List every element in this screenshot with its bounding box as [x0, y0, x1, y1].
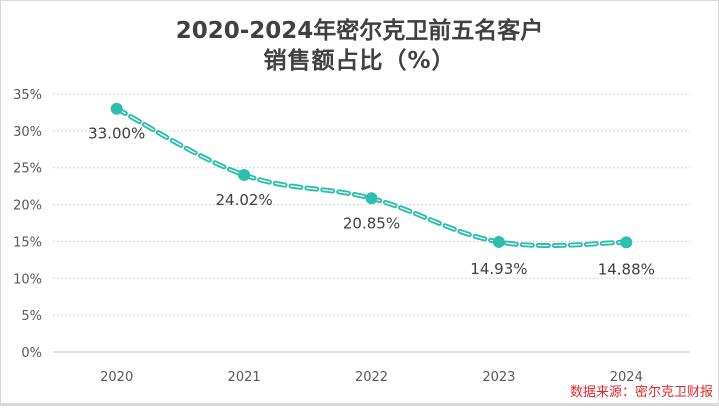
data-point [620, 236, 633, 249]
x-tick-label: 2022 [355, 370, 388, 385]
y-tick-label: 25% [13, 162, 42, 177]
y-tick-label: 20% [13, 199, 42, 214]
data-labels: 33.00% 24.02% 20.85% 14.93% 14.88% [88, 125, 655, 279]
y-tick-label: 15% [13, 235, 42, 250]
x-axis-ticks: 2020 2021 2022 2023 2024 [100, 370, 643, 385]
data-point [365, 192, 378, 205]
data-label: 33.00% [88, 125, 145, 143]
data-label: 20.85% [343, 214, 400, 232]
x-tick-label: 2020 [100, 370, 133, 385]
data-point [110, 102, 123, 115]
chart-subtitle: 销售额占比（%） [263, 48, 456, 74]
data-points [110, 102, 633, 249]
y-tick-label: 35% [13, 88, 42, 103]
grid-lines [53, 93, 690, 353]
data-label: 24.02% [215, 191, 272, 209]
x-tick-label: 2024 [610, 370, 643, 385]
y-tick-label: 10% [13, 272, 42, 287]
y-axis-ticks: 0% 5% 10% 15% 20% 25% 30% 35% [13, 88, 42, 361]
data-label: 14.88% [598, 260, 655, 278]
data-point [492, 235, 505, 248]
y-tick-label: 0% [21, 346, 42, 361]
chart-title: 2020-2024年密尔克卫前五名客户 [175, 18, 544, 44]
y-tick-label: 30% [13, 125, 42, 140]
data-source-note: 数据来源：密尔克卫财报 [569, 385, 713, 400]
data-point [238, 168, 251, 181]
x-tick-label: 2023 [482, 370, 515, 385]
x-tick-label: 2021 [228, 370, 261, 385]
data-label: 14.93% [470, 260, 527, 278]
y-tick-label: 5% [21, 309, 42, 324]
